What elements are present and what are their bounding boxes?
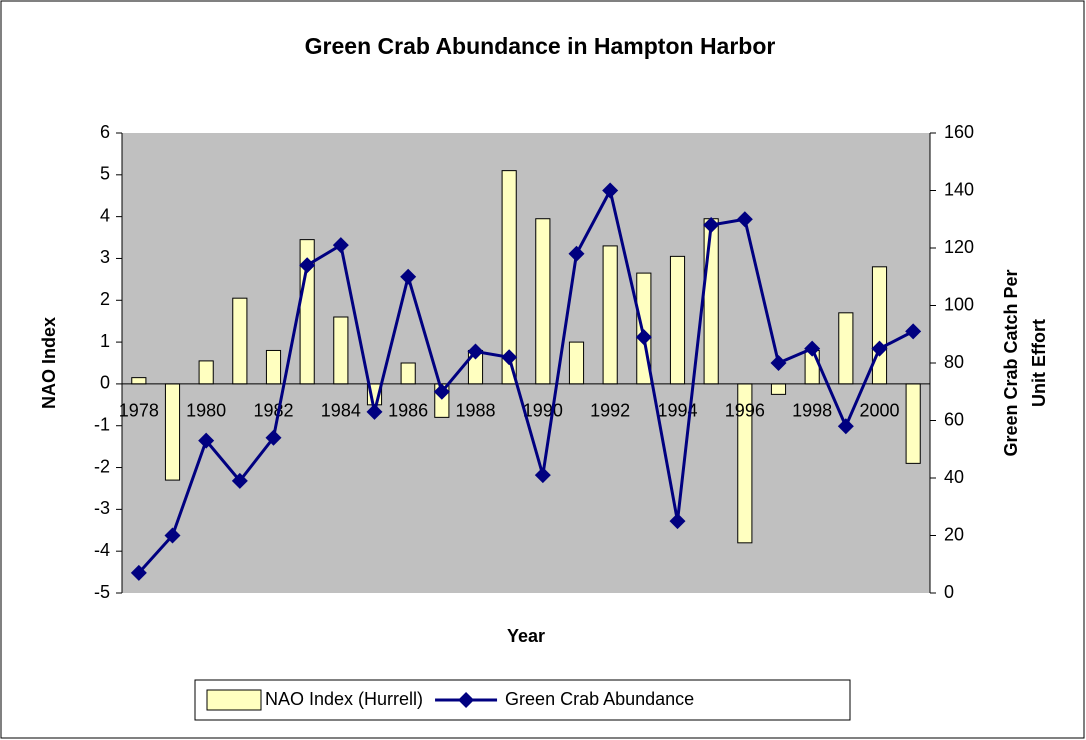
bar [770, 383, 787, 395]
marker [366, 403, 383, 420]
y-tick-label: -1 [94, 414, 110, 434]
y2-tick-label: 20 [944, 524, 964, 544]
y-axis-label: NAO Index [39, 317, 59, 409]
marker [770, 355, 787, 371]
bar [871, 266, 888, 385]
y2-tick-label: 100 [944, 294, 974, 314]
y2-tick-label: 60 [944, 409, 964, 429]
bar [535, 218, 551, 385]
marker [635, 329, 652, 346]
chart-title: Green Crab Abundance in Hampton Harbor [305, 33, 776, 59]
bar [198, 360, 214, 385]
bar [703, 218, 719, 385]
marker [130, 564, 147, 581]
marker [164, 527, 181, 544]
bar [669, 255, 686, 385]
legend-label: Green Crab Abundance [505, 689, 694, 709]
marker [332, 237, 349, 254]
marker [669, 513, 686, 530]
y2-tick-label: 40 [944, 467, 964, 487]
bar [568, 341, 585, 385]
x-tick-label: 1978 [119, 401, 159, 421]
marker [568, 245, 585, 262]
y-tick-label: 6 [100, 122, 110, 142]
x-tick-label: 1992 [590, 401, 630, 421]
bar [164, 383, 181, 481]
y2-tick-label: 120 [944, 237, 974, 257]
y-tick-label: -2 [94, 456, 110, 476]
marker [265, 429, 282, 446]
legend-marker [458, 692, 475, 708]
y2-tick-label: 140 [944, 179, 974, 199]
bar [905, 383, 921, 464]
marker [433, 383, 450, 400]
marker [501, 349, 518, 366]
marker [231, 472, 248, 489]
marker [905, 323, 922, 340]
x-tick-label: 1990 [523, 401, 563, 421]
legend-label: NAO Index (Hurrell) [265, 689, 423, 709]
marker [198, 432, 215, 449]
marker [837, 418, 854, 435]
bar [602, 245, 618, 385]
bar [838, 312, 854, 385]
x-tick-label: 1984 [321, 401, 361, 421]
marker [871, 340, 888, 357]
y-tick-label: -3 [94, 498, 110, 518]
y-tick-label: -4 [94, 540, 110, 560]
bar [400, 362, 416, 385]
y2-tick-label: 160 [944, 122, 974, 142]
marker [804, 340, 821, 357]
marker [534, 467, 551, 484]
y-tick-label: 2 [100, 289, 110, 309]
line [137, 186, 914, 574]
x-tick-label: 2000 [859, 401, 899, 421]
bar [333, 316, 349, 385]
x-axis-label: Year [507, 626, 545, 646]
x-tick-label: 1982 [253, 401, 293, 421]
y-tick-label: 5 [100, 164, 110, 184]
marker [467, 343, 484, 360]
marker [299, 257, 316, 274]
y2-tick-label: 0 [944, 582, 954, 602]
marker [400, 268, 417, 285]
y-tick-label: 4 [100, 205, 110, 225]
legend [194, 679, 851, 721]
bar [131, 377, 147, 385]
x-tick-label: 1988 [455, 401, 495, 421]
marker [736, 211, 753, 228]
bar [265, 349, 282, 385]
x-tick-label: 1980 [186, 401, 226, 421]
bar [232, 297, 248, 385]
marker [602, 182, 619, 199]
legend-swatch [206, 689, 262, 711]
y2-tick-label: 80 [944, 352, 964, 372]
x-tick-label: 1986 [388, 401, 428, 421]
y-tick-label: 3 [100, 247, 110, 267]
plot-area [122, 133, 930, 593]
y-tick-label: 0 [100, 373, 110, 393]
x-tick-label: 1996 [725, 401, 765, 421]
y2-axis-label: Green Crab Catch Per [1001, 269, 1021, 456]
marker [703, 217, 720, 233]
y-tick-label: 1 [100, 331, 110, 351]
x-tick-label: 1994 [657, 401, 697, 421]
y-tick-label: -5 [94, 582, 110, 602]
y2-axis-label: Unit Effort [1029, 319, 1049, 407]
x-tick-label: 1998 [792, 401, 832, 421]
